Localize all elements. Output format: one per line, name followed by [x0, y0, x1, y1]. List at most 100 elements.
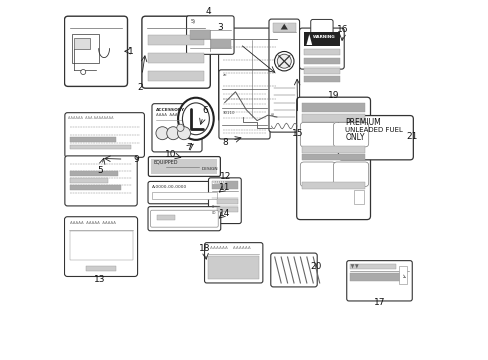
Text: 11: 11 [219, 184, 230, 192]
Bar [217, 207, 237, 212]
FancyBboxPatch shape [65, 156, 137, 206]
Bar [302, 114, 365, 122]
Bar [69, 145, 130, 149]
FancyBboxPatch shape [333, 122, 368, 147]
Text: 12: 12 [219, 171, 231, 180]
Text: EQUIPPED: EQUIPPED [153, 159, 177, 164]
Ellipse shape [182, 103, 209, 135]
Bar [304, 58, 339, 64]
FancyBboxPatch shape [64, 16, 127, 86]
Bar [148, 53, 203, 63]
Text: 2: 2 [137, 83, 142, 91]
Text: 6: 6 [202, 107, 207, 115]
Bar [70, 178, 107, 183]
FancyBboxPatch shape [268, 19, 299, 132]
Text: 9: 9 [133, 155, 139, 164]
Circle shape [166, 127, 179, 140]
Circle shape [156, 127, 168, 140]
Bar [208, 256, 259, 279]
Text: 5: 5 [98, 166, 103, 175]
FancyBboxPatch shape [65, 113, 144, 157]
Text: 30110: 30110 [223, 112, 235, 116]
FancyBboxPatch shape [148, 157, 220, 176]
FancyBboxPatch shape [64, 217, 137, 276]
Text: 16: 16 [337, 25, 348, 34]
Circle shape [81, 69, 85, 75]
FancyBboxPatch shape [218, 28, 280, 121]
Bar [189, 30, 209, 39]
Bar [302, 103, 365, 112]
Bar [302, 182, 365, 189]
Text: A9: A9 [270, 113, 275, 117]
Text: 8: 8 [222, 138, 228, 147]
Text: ACCESSORY: ACCESSORY [156, 108, 185, 112]
FancyBboxPatch shape [310, 19, 332, 40]
Text: AAAAAA  AAA AAAAAAAA: AAAAAA AAA AAAAAAAA [68, 116, 114, 120]
Bar [70, 185, 121, 190]
Text: 1: 1 [128, 46, 134, 55]
Text: A-0000-00-0000: A-0000-00-0000 [152, 185, 187, 189]
Text: AAAAA  AAAAA  AAAAA: AAAAA AAAAA AAAAA [69, 221, 115, 225]
Text: WARNING: WARNING [313, 35, 335, 39]
Bar [212, 181, 237, 189]
FancyBboxPatch shape [299, 28, 344, 69]
Text: PREMIUM: PREMIUM [345, 118, 380, 127]
Polygon shape [354, 264, 358, 269]
FancyBboxPatch shape [296, 97, 370, 220]
Bar [70, 171, 118, 176]
FancyBboxPatch shape [150, 210, 218, 227]
FancyBboxPatch shape [186, 16, 234, 54]
Text: AAAAAA    AAAAAA: AAAAAA AAAAAA [209, 246, 250, 250]
Text: 3: 3 [217, 23, 223, 32]
Text: 19: 19 [327, 91, 339, 100]
Bar [69, 231, 132, 260]
Circle shape [277, 54, 291, 68]
FancyBboxPatch shape [148, 207, 220, 231]
Circle shape [177, 127, 190, 140]
FancyBboxPatch shape [338, 116, 412, 160]
FancyBboxPatch shape [204, 243, 263, 283]
FancyBboxPatch shape [142, 16, 210, 88]
Bar [148, 35, 203, 45]
Text: ONLY: ONLY [345, 133, 364, 142]
Bar [304, 68, 339, 74]
Bar [69, 137, 116, 142]
Text: 20: 20 [310, 262, 322, 271]
Bar [399, 266, 407, 284]
Text: 7: 7 [185, 143, 191, 152]
FancyBboxPatch shape [152, 104, 202, 152]
Bar [217, 199, 237, 204]
FancyBboxPatch shape [208, 178, 241, 224]
Bar [210, 39, 230, 48]
FancyBboxPatch shape [300, 122, 335, 147]
Polygon shape [280, 24, 287, 30]
Bar [304, 49, 339, 55]
Bar [302, 154, 365, 160]
Polygon shape [306, 34, 311, 45]
Bar [349, 273, 404, 281]
Text: 18: 18 [199, 244, 210, 253]
Text: AAAA  AAA: AAAA AAA [156, 113, 178, 117]
Text: 4: 4 [205, 7, 211, 16]
Circle shape [177, 124, 183, 131]
FancyBboxPatch shape [148, 181, 220, 204]
Text: !: ! [285, 21, 286, 26]
Text: 0: 0 [211, 205, 214, 209]
Circle shape [274, 51, 293, 71]
Text: 15: 15 [291, 129, 303, 138]
FancyBboxPatch shape [219, 70, 269, 139]
FancyBboxPatch shape [270, 253, 317, 287]
FancyBboxPatch shape [300, 162, 335, 186]
Bar [354, 190, 364, 204]
Text: 21: 21 [406, 132, 417, 140]
Text: 14: 14 [219, 208, 230, 217]
Bar [72, 34, 99, 63]
Text: 17: 17 [373, 298, 385, 307]
Bar [151, 192, 217, 199]
Bar [272, 23, 295, 32]
Text: DESIGN: DESIGN [201, 167, 218, 171]
Bar [349, 264, 395, 269]
Bar [148, 71, 203, 81]
Bar [74, 38, 90, 49]
Text: 00: 00 [211, 211, 216, 215]
